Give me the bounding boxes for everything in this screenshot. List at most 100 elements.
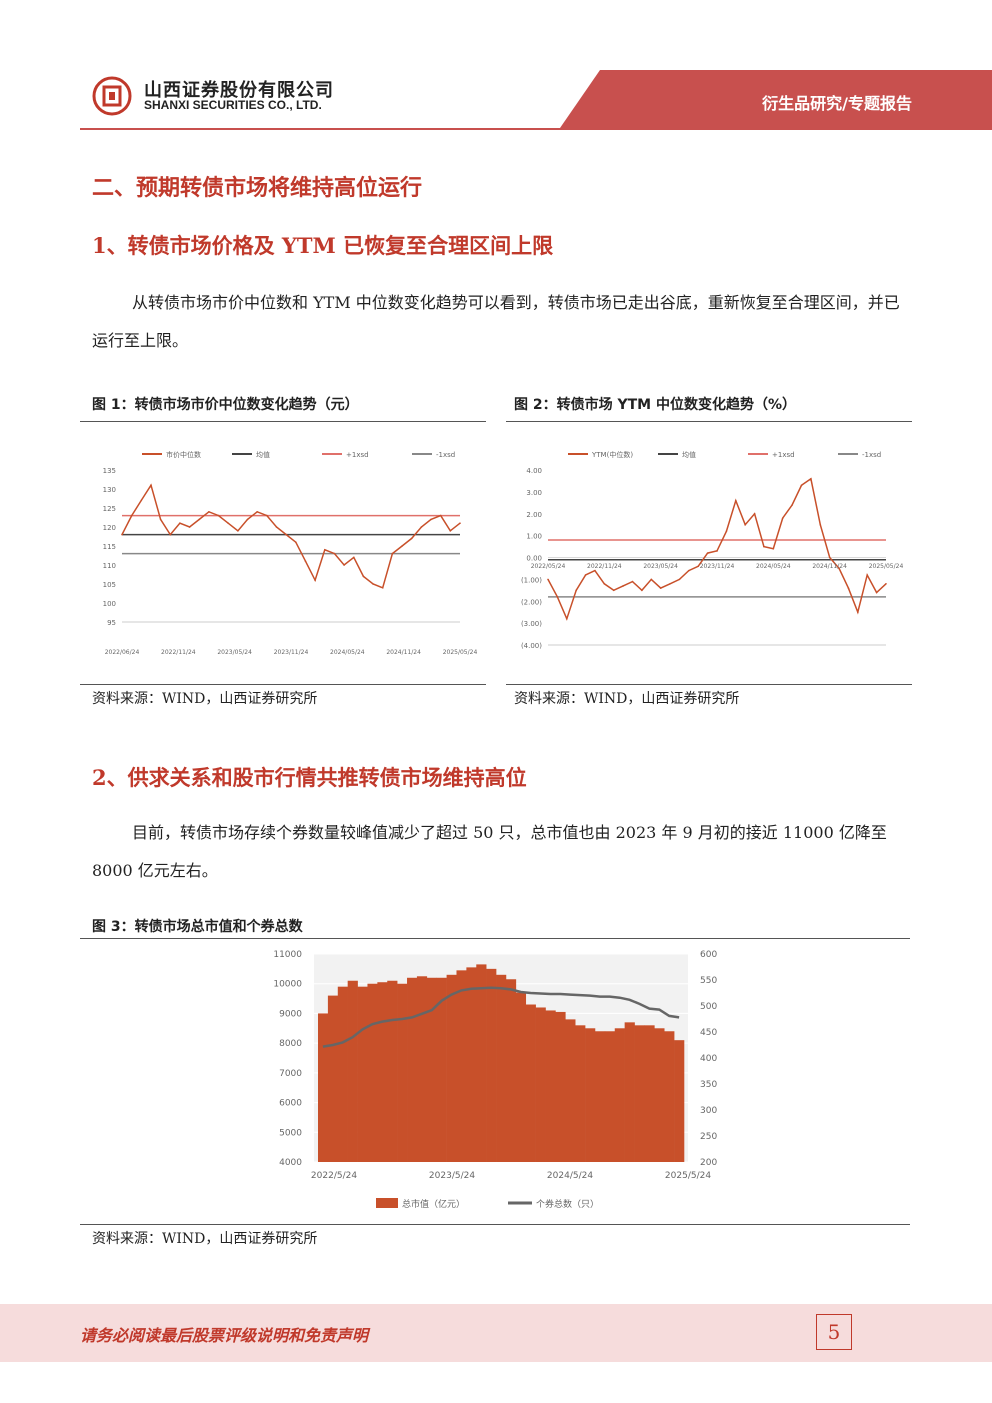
x-tick-label: 2025/05/24 [869,563,904,570]
data-point [150,484,152,486]
y-tick-label: 110 [103,562,116,570]
x-tick-label: 2022/06/24 [105,649,140,656]
bar [535,1007,546,1162]
figure-1-top-rule [80,421,486,422]
bar [416,976,428,1162]
x-tick-label: 2023/11/24 [700,563,735,570]
bar [654,1028,665,1162]
figure-1-chart: 市价中位数 均值 +1xsd -1xsd 95 100 105 110 115 120 125 130… [103,450,478,656]
y-tick-label: 95 [107,619,116,627]
data-point [734,499,737,502]
y-right-tick-label: 300 [700,1106,717,1116]
bar [318,1013,329,1162]
x-tick-label: 2022/11/24 [587,563,622,570]
footer-disclaimer: 请务必阅读最后股票评级说明和免责声明 [80,1326,369,1345]
data-point [716,550,718,552]
y-tick-label: 1.00 [526,533,542,541]
data-point [372,583,374,585]
data-point [622,585,624,587]
bar [585,1028,596,1162]
bar [624,1022,635,1162]
data-point [266,514,268,517]
data-point [295,541,297,543]
y-tick-label: (4.00) [521,642,542,650]
data-point [285,533,287,536]
page-number: 5 [816,1314,852,1350]
bar [337,986,348,1162]
y-left-tick-label: 5000 [279,1128,302,1138]
bar [525,1004,536,1162]
figure-3-chart: 4000 5000 6000 7000 8000 9000 10000 11000 200 250… [273,950,717,1210]
bar [664,1031,675,1162]
data-point [391,552,394,555]
figure-1-title: 图 1：转债市场市价中位数变化趋势（元） [92,397,359,413]
header-band [560,70,992,128]
x-tick-label: 2024/5/24 [547,1171,593,1181]
data-point [810,477,812,480]
bar [515,992,527,1162]
data-point [650,578,653,581]
page-header: 山西证券股份有限公司 SHANXI SECURITIES CO., LTD. 衍… [0,0,992,130]
figure-2-title: 图 2：转债市场 YTM 中位数变化趋势（%） [514,397,797,413]
x-tick-label: 2023/05/24 [217,649,252,656]
bar [327,995,339,1162]
figure-3-title: 图 3：转债市场总市值和个券总数 [92,919,303,935]
y-tick-label: 100 [103,600,116,608]
section-title: 二、预期转债市场将维持高位运行 [92,175,423,201]
data-point [819,523,822,526]
data-point [188,526,191,528]
data-point [275,526,278,528]
y-tick-label: (3.00) [521,620,542,628]
bar [486,968,497,1162]
data-point [725,530,728,533]
figure-2-top-rule [506,421,912,422]
data-point [140,499,143,502]
bar [397,983,408,1162]
bar [555,1011,566,1162]
data-point [575,589,577,592]
bar [377,982,388,1162]
legend-label-line: 个券总数（只） [536,1198,599,1210]
y-tick-label: 3.00 [526,489,542,497]
data-point [314,579,316,581]
data-point [362,575,365,578]
data-point [565,617,568,620]
x-tick-label: 2022/11/24 [161,649,196,656]
data-point [697,565,700,568]
bar [604,1031,616,1162]
subsection-1-title: 1、转债市场价格及 YTM 已恢复至合理区间上限 [92,233,554,258]
bar [575,1025,586,1162]
data-point [439,514,442,517]
data-point [179,522,181,524]
data-point [763,545,765,548]
bar [466,967,477,1162]
bar [456,970,467,1162]
legend-label: -1xsd [436,451,455,459]
y-left-tick-label: 4000 [279,1158,302,1168]
data-point [352,556,355,559]
data-point [547,578,549,581]
subsection-2-paragraph: 目前，转债市场存续个券数量较峰值减少了超过 50 只，总市值也由 2023 年 … [92,823,887,880]
figure-1-bottom-rule [80,684,486,685]
y-left-tick-label: 7000 [279,1069,302,1079]
subsection-2-title: 2、供求关系和股市行情共推转债市场维持高位 [92,765,527,790]
data-point [159,518,162,521]
data-point [828,556,831,559]
data-point [603,582,606,585]
data-point [130,514,133,517]
data-point [304,560,307,562]
company-logo-icon [92,76,132,116]
bar [426,977,438,1162]
y-left-tick-label: 8000 [279,1039,302,1049]
legend-label: -1xsd [862,451,881,459]
bar [614,1028,625,1162]
data-point [885,582,887,585]
company-name-cn: 山西证券股份有限公司 [144,80,334,101]
x-tick-label: 2023/11/24 [274,649,309,656]
legend-label: YTM(中位数) [591,450,633,459]
data-point [641,589,643,592]
data-point [678,578,681,581]
y-right-tick-label: 550 [700,976,717,986]
y-tick-label: 135 [103,467,116,475]
y-right-tick-label: 600 [700,950,717,960]
